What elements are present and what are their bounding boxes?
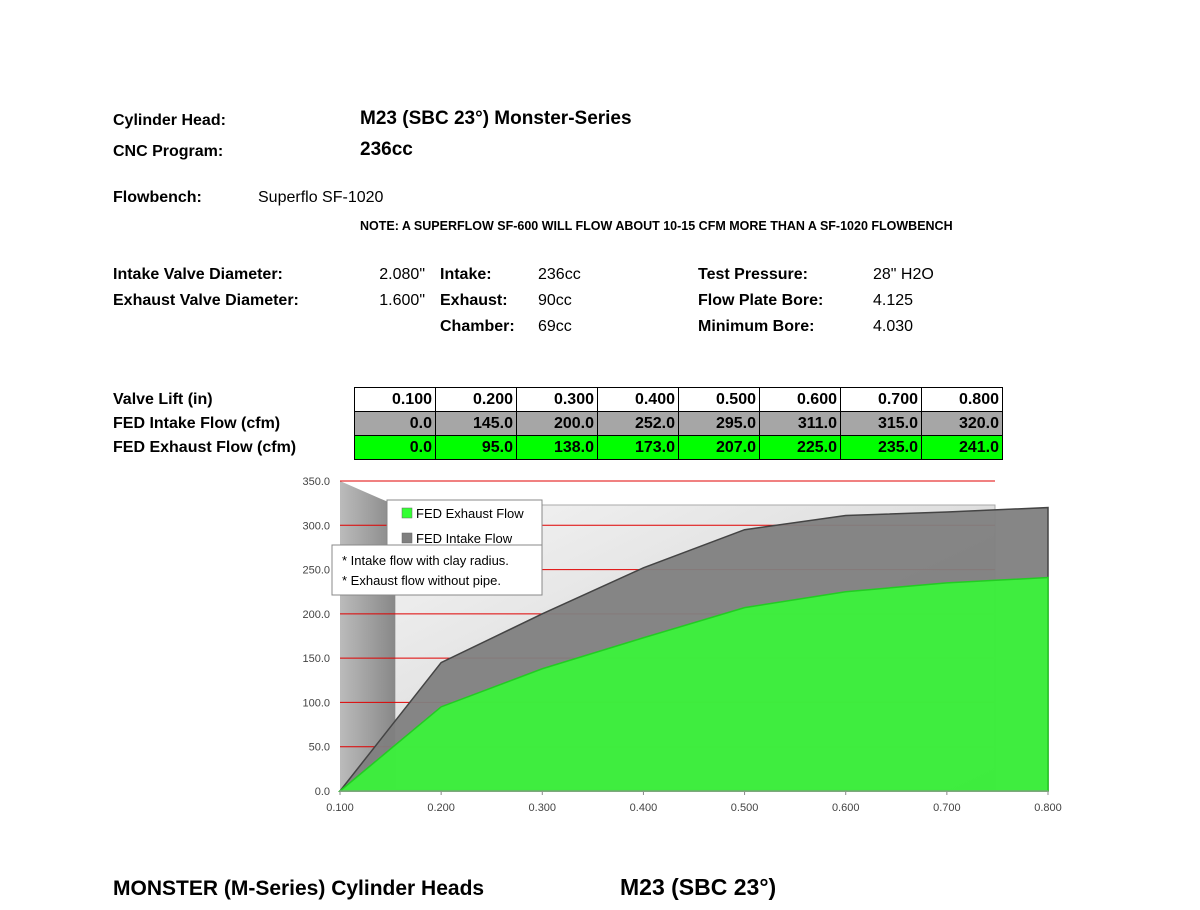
legend-label: FED Exhaust Flow xyxy=(416,506,524,521)
y-tick-label: 150.0 xyxy=(302,653,330,665)
plot xyxy=(337,480,1049,792)
cell: 295.0 xyxy=(678,411,760,436)
cell: 207.0 xyxy=(678,435,760,460)
table-row: FED Intake Flow (cfm) 0.0 145.0 200.0 252.0 2… xyxy=(113,411,1003,436)
cell: 241.0 xyxy=(921,435,1003,460)
spec-value: 69cc xyxy=(538,318,572,335)
cell: 0.500 xyxy=(678,387,760,412)
cell: 0.600 xyxy=(759,387,841,412)
spec-label: Chamber: xyxy=(440,318,515,335)
cell: 0.200 xyxy=(435,387,517,412)
cell: 320.0 xyxy=(921,411,1003,436)
cell: 252.0 xyxy=(597,411,679,436)
spec-label: Exhaust Valve Diameter: xyxy=(113,292,299,309)
label: Flowbench: xyxy=(113,189,202,206)
cell: 0.400 xyxy=(597,387,679,412)
cell: 173.0 xyxy=(597,435,679,460)
row-label: FED Intake Flow (cfm) xyxy=(113,414,281,432)
y-tick-label: 250.0 xyxy=(302,565,330,577)
spec-value: 28" H2O xyxy=(873,266,934,283)
spec-label: Exhaust: xyxy=(440,292,508,309)
legend-swatch xyxy=(401,507,413,519)
cell: 145.0 xyxy=(435,411,517,436)
y-tick-label: 300.0 xyxy=(302,520,330,532)
cell: 200.0 xyxy=(516,411,598,436)
cell: 0.0 xyxy=(354,411,436,436)
table-row: Valve Lift (in) 0.100 0.200 0.300 0.400 0.500… xyxy=(113,387,1003,412)
flow-table: Valve Lift (in) 0.100 0.200 0.300 0.400 0.500… xyxy=(113,387,1003,460)
row-label: FED Exhaust Flow (cfm) xyxy=(113,438,297,456)
cell: 235.0 xyxy=(840,435,922,460)
flowbench: Superflo SF-1020 xyxy=(258,189,384,206)
x-tick-label: 0.700 xyxy=(933,802,961,814)
spec-label: Test Pressure: xyxy=(698,266,808,283)
x-tick-label: 0.300 xyxy=(529,802,557,814)
footer-right: M23 (SBC 23°) xyxy=(620,874,777,900)
cell: 95.0 xyxy=(435,435,517,460)
cell: 225.0 xyxy=(759,435,841,460)
chart: FED Exhaust Flow FED Intake Flow * Intake… xyxy=(302,476,1062,814)
note: * Intake flow with clay radius. xyxy=(342,553,509,568)
y-tick-label: 100.0 xyxy=(302,697,330,709)
cylinder-head: M23 (SBC 23°) Monster-Series xyxy=(360,108,632,129)
cell: 0.800 xyxy=(921,387,1003,412)
y-tick-label: 350.0 xyxy=(302,476,330,488)
x-tick-label: 0.500 xyxy=(731,802,759,814)
spec-label: Intake Valve Diameter: xyxy=(113,266,283,283)
spec-value: 2.080" xyxy=(379,266,425,283)
cell: 0.100 xyxy=(354,387,436,412)
x-tick-label: 0.400 xyxy=(630,802,658,814)
spec-label: Minimum Bore: xyxy=(698,318,815,335)
cnc-program: 236cc xyxy=(360,139,413,160)
y-tick-label: 0.0 xyxy=(315,786,330,798)
x-tick-label: 0.600 xyxy=(832,802,860,814)
row-label: Valve Lift (in) xyxy=(113,390,213,408)
spec-label: Intake: xyxy=(440,266,492,283)
note: * Exhaust flow without pipe. xyxy=(342,573,501,588)
cell: 0.300 xyxy=(516,387,598,412)
cell: 0.0 xyxy=(354,435,436,460)
x-tick-label: 0.100 xyxy=(326,802,354,814)
y-tick-label: 50.0 xyxy=(309,742,330,754)
cell: 138.0 xyxy=(516,435,598,460)
note: NOTE: A SUPERFLOW SF-600 WILL FLOW ABOUT… xyxy=(360,219,953,233)
legend: FED Exhaust Flow FED Intake Flow xyxy=(386,499,543,546)
label: CNC Program: xyxy=(113,143,224,160)
legend-label: FED Intake Flow xyxy=(416,531,513,546)
footer-left: MONSTER (M-Series) Cylinder Heads xyxy=(113,877,485,900)
cell: 315.0 xyxy=(840,411,922,436)
label: Cylinder Head: xyxy=(113,112,226,129)
spec-value: 1.600" xyxy=(379,292,425,309)
spec-value: 4.030 xyxy=(873,318,914,335)
cell: 311.0 xyxy=(759,411,841,436)
x-tick-label: 0.800 xyxy=(1034,802,1062,814)
cell: 0.700 xyxy=(840,387,922,412)
y-tick-label: 200.0 xyxy=(302,609,330,621)
spec-value: 4.125 xyxy=(873,292,914,309)
table-row: FED Exhaust Flow (cfm) 0.0 95.0 138.0 173.0 2… xyxy=(113,435,1003,460)
area xyxy=(337,576,1049,792)
legend-swatch xyxy=(401,532,413,544)
spec-value: 236cc xyxy=(538,266,581,283)
spec-value: 90cc xyxy=(538,292,572,309)
spec-label: Flow Plate Bore: xyxy=(698,292,824,309)
note-box: * Intake flow with clay radius. * Exhaust… xyxy=(331,544,543,596)
x-tick-label: 0.200 xyxy=(427,802,455,814)
